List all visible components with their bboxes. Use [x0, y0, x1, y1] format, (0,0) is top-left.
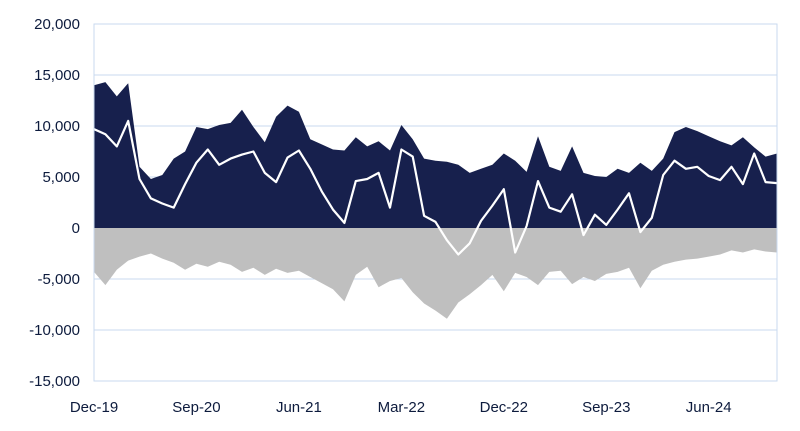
x-tick-label: Jun-21 [276, 399, 322, 416]
y-tick-label: -5,000 [37, 271, 80, 288]
y-tick-label: -10,000 [29, 322, 80, 339]
line-series [93, 119, 778, 256]
x-tick-label: Jun-24 [686, 399, 732, 416]
long-area [94, 82, 777, 228]
x-tick-label: Dec-22 [480, 399, 528, 416]
y-tick-label: 10,000 [34, 118, 80, 135]
y-tick-label: -15,000 [29, 373, 80, 390]
plot-frame [93, 23, 778, 382]
x-axis-tick-labels: Dec-19 Sep-20 Jun-21 Mar-22 Dec-22 Sep-23 Jun-… [70, 399, 732, 416]
y-tick-label: 5,000 [42, 169, 80, 186]
x-tick-label: Dec-19 [70, 399, 118, 416]
y-tick-label: 15,000 [34, 67, 80, 84]
x-tick-label: Mar-22 [378, 399, 426, 416]
area-series [94, 82, 777, 319]
y-tick-label: 0 [72, 220, 80, 237]
net-line [93, 119, 778, 256]
y-axis-tick-labels: -15,000 -10,000 -5,000 0 5,000 10,000 15,000 20… [29, 16, 80, 390]
x-tick-label: Sep-20 [172, 399, 220, 416]
short-area [94, 228, 777, 319]
y-tick-label: 20,000 [34, 16, 80, 33]
x-tick-label: Sep-23 [582, 399, 630, 416]
